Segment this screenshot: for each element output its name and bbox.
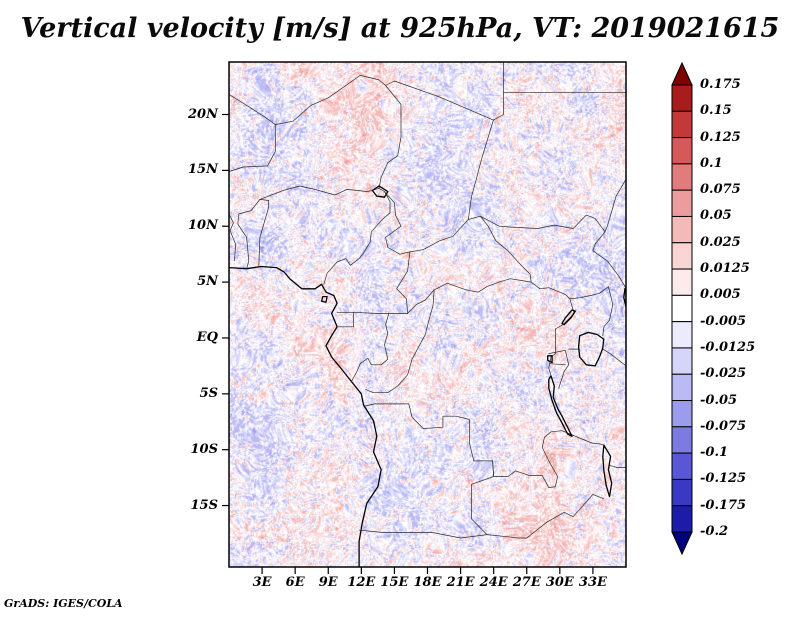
colorbar-segment — [671, 163, 693, 191]
colorbar-tick-label: 0.125 — [700, 129, 741, 145]
colorbar-tick-label: -0.005 — [700, 313, 747, 329]
x-axis-tick-label: 33E — [578, 575, 607, 590]
colorbar-tick-label: -0.1 — [700, 445, 729, 461]
colorbar-tick-label: -0.0125 — [700, 339, 756, 355]
colorbar-segment — [671, 400, 693, 428]
colorbar-segment — [671, 110, 693, 139]
colorbar-segment — [671, 84, 693, 112]
x-axis-tick-label: 15E — [380, 575, 409, 590]
x-axis-tick-label: 3E — [252, 575, 272, 590]
velocity-field-canvas — [229, 62, 626, 567]
x-axis-tick-label: 12E — [347, 575, 376, 590]
colorbar-tick-label: 0.05 — [700, 208, 732, 224]
y-axis-tick-label: 10N — [188, 218, 218, 234]
colorbar-tick-label: 0.0125 — [700, 261, 750, 277]
y-axis-tick-label: 10S — [190, 441, 218, 457]
colorbar-segment — [671, 189, 693, 217]
x-axis-tick-label: 27E — [512, 575, 541, 590]
colorbar-segment — [671, 137, 693, 165]
colorbar-segment — [671, 426, 693, 454]
colorbar-tick-label: -0.2 — [700, 524, 729, 539]
colorbar-tick-label: -0.075 — [700, 418, 747, 434]
colorbar-tick-label: -0.175 — [700, 497, 747, 513]
grads-credit: GrADS: IGES/COLA — [4, 597, 123, 610]
x-axis-tick-label: 9E — [318, 575, 338, 590]
y-axis-tick-label: 20N — [188, 106, 218, 122]
y-axis-tick-label: 15S — [190, 497, 218, 513]
colorbar-tick-label: 0.15 — [700, 103, 732, 119]
colorbar-arrow-bottom — [671, 531, 693, 556]
colorbar-tick-label: 0.075 — [700, 182, 741, 198]
y-axis-tick-label: 5N — [197, 274, 218, 290]
colorbar-tick-label: -0.025 — [700, 366, 747, 382]
x-axis-tick-label: 24E — [479, 575, 508, 590]
colorbar-segment — [671, 268, 693, 296]
chart-title: Vertical velocity [m/s] at 925hPa, VT: 2… — [20, 13, 780, 44]
colorbar-tick-label: 0.175 — [700, 77, 741, 92]
colorbar-segment — [671, 294, 693, 323]
y-axis-tick-label: EQ — [196, 329, 218, 345]
y-axis-tick-label: 15N — [188, 162, 218, 178]
colorbar-tick-label: 0.1 — [700, 155, 723, 171]
x-axis-tick-label: 30E — [545, 575, 574, 590]
x-axis-tick-label: 6E — [285, 575, 305, 590]
colorbar-segment — [671, 373, 693, 402]
colorbar-tick-label: 0.005 — [700, 287, 741, 303]
x-axis-tick-label: 18E — [413, 575, 442, 590]
colorbar-segment — [671, 321, 693, 349]
colorbar-segment — [671, 347, 693, 375]
y-axis-tick-label: 5S — [199, 385, 218, 401]
colorbar — [671, 61, 693, 556]
colorbar-segment — [671, 215, 693, 244]
colorbar-segment — [671, 478, 693, 507]
x-axis-tick-label: 21E — [446, 575, 475, 590]
colorbar-arrow-top — [671, 61, 693, 86]
colorbar-segment — [671, 452, 693, 480]
colorbar-tick-label: -0.125 — [700, 471, 747, 487]
colorbar-tick-label: -0.05 — [700, 392, 738, 408]
colorbar-tick-label: 0.025 — [700, 234, 741, 250]
colorbar-segment — [671, 242, 693, 270]
colorbar-segment — [671, 505, 693, 533]
